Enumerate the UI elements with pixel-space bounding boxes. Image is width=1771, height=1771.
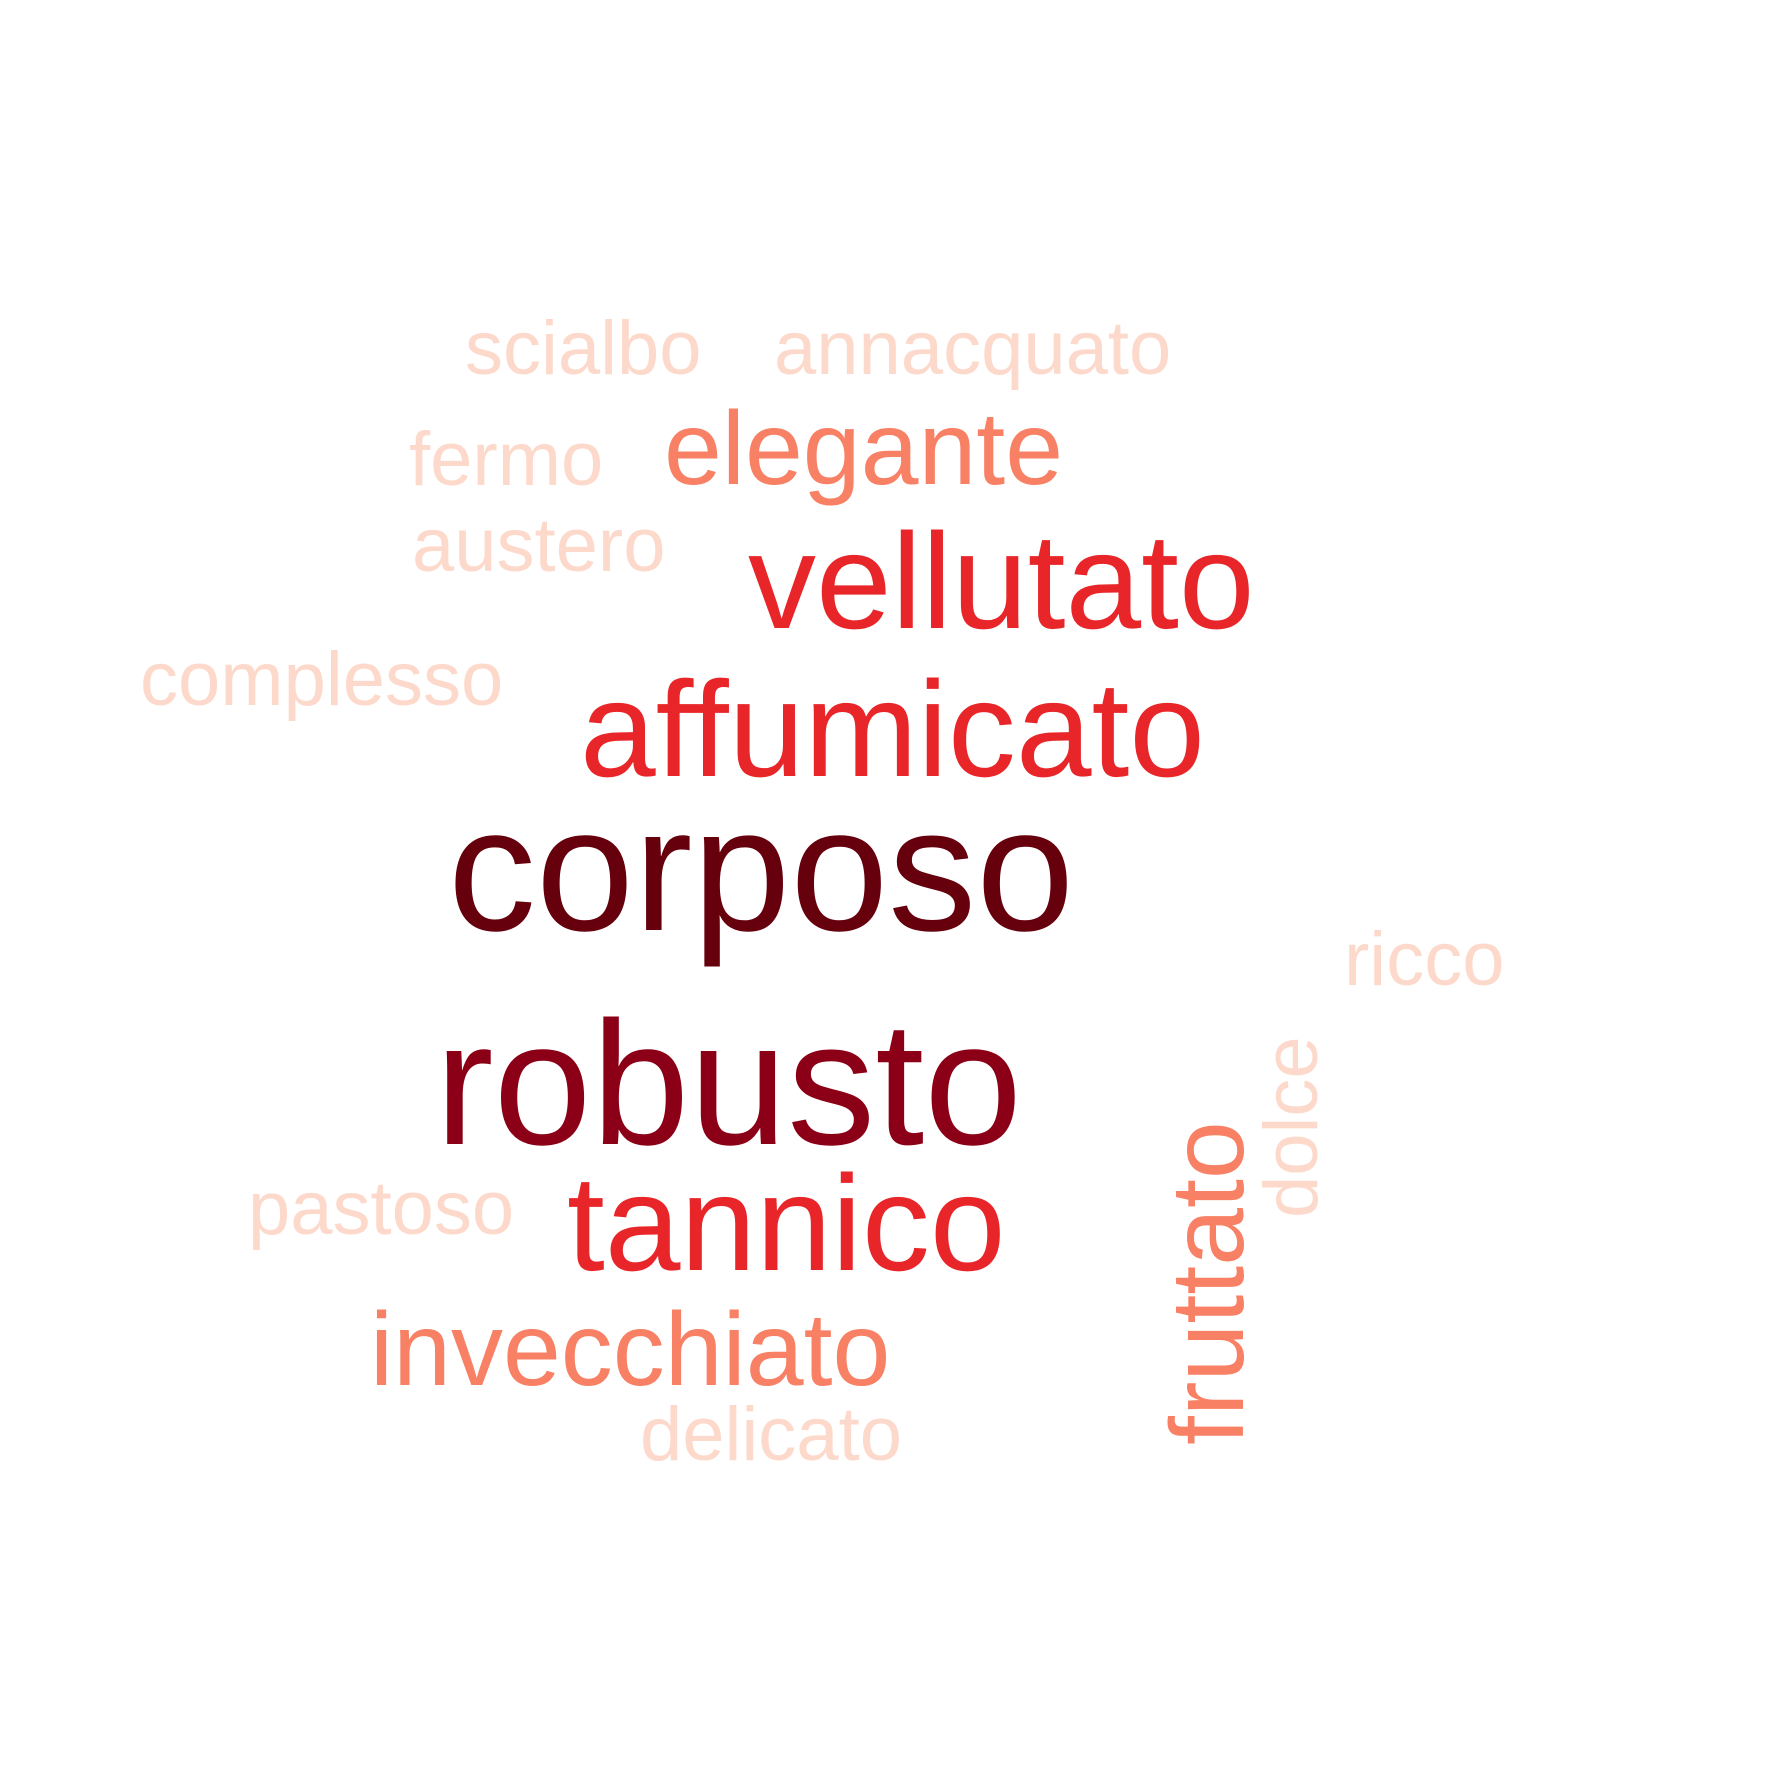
word-delicato: delicato <box>640 1392 902 1477</box>
word-fruttato: fruttato <box>1150 1121 1266 1445</box>
word-tannico: tannico <box>567 1147 1006 1299</box>
word-complesso: complesso <box>140 637 503 722</box>
word-pastoso: pastoso <box>248 1166 514 1251</box>
word-ricco: ricco <box>1344 917 1504 1002</box>
word-vellutato: vellutato <box>748 505 1255 657</box>
word-scialbo: scialbo <box>465 306 702 391</box>
word-annacquato: annacquato <box>774 306 1171 391</box>
word-austero: austero <box>412 503 666 588</box>
word-invecchiato: invecchiato <box>370 1292 890 1408</box>
word-robusto: robusto <box>435 986 1022 1182</box>
word-corposo: corposo <box>448 772 1074 968</box>
word-elegante: elegante <box>664 391 1063 507</box>
word-fermo: fermo <box>409 417 603 502</box>
word-affumicato: affumicato <box>580 653 1205 805</box>
word-dolce: dolce <box>1249 1036 1334 1218</box>
